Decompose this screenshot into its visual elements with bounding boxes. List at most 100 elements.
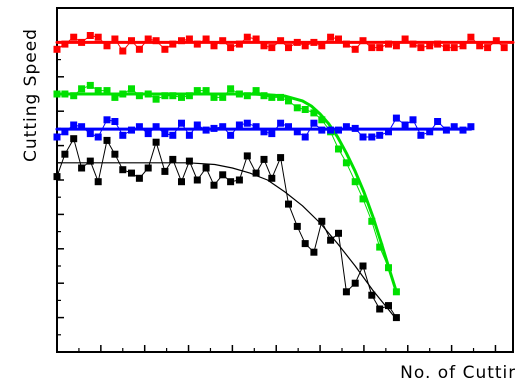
data-point-3 <box>169 155 177 163</box>
data-point-0 <box>144 35 152 43</box>
data-point-2 <box>310 119 318 127</box>
data-point-1 <box>185 92 193 100</box>
data-point-3 <box>252 169 260 177</box>
data-point-0 <box>285 44 292 52</box>
data-point-1 <box>243 92 251 100</box>
data-point-3 <box>342 288 350 296</box>
data-point-0 <box>135 45 143 53</box>
data-point-2 <box>70 121 78 129</box>
data-point-2 <box>169 131 177 139</box>
data-point-1 <box>135 92 143 100</box>
data-point-0 <box>492 37 500 45</box>
data-point-0 <box>442 44 450 52</box>
data-point-0 <box>119 47 127 55</box>
data-point-1 <box>342 159 350 167</box>
data-point-3 <box>260 155 268 163</box>
data-point-3 <box>53 173 61 181</box>
data-point-2 <box>385 128 392 136</box>
data-point-0 <box>351 45 359 53</box>
plot-frame <box>56 7 514 353</box>
data-point-0 <box>61 40 69 48</box>
data-point-1 <box>119 90 127 98</box>
data-point-1 <box>78 85 86 93</box>
data-point-1 <box>252 87 260 95</box>
data-point-0 <box>243 33 251 41</box>
data-point-1 <box>169 92 177 100</box>
data-point-0 <box>260 42 268 50</box>
data-point-3 <box>178 178 185 186</box>
data-point-0 <box>417 44 425 52</box>
data-point-1 <box>227 85 235 93</box>
data-point-1 <box>268 93 276 101</box>
data-point-1 <box>318 116 326 124</box>
data-point-0 <box>500 44 508 52</box>
data-point-0 <box>53 45 61 53</box>
data-point-2 <box>459 126 467 134</box>
data-point-2 <box>94 133 102 141</box>
data-point-2 <box>111 118 119 125</box>
chart-axes <box>56 7 514 353</box>
fit-curve-3 <box>56 162 397 320</box>
data-point-3 <box>392 314 400 322</box>
data-point-2 <box>327 126 335 134</box>
data-point-0 <box>70 33 78 41</box>
data-point-0 <box>185 35 193 43</box>
data-point-0 <box>252 35 260 43</box>
data-point-2 <box>277 119 285 127</box>
data-point-2 <box>376 131 384 139</box>
data-point-1 <box>235 90 243 98</box>
data-point-2 <box>128 126 135 134</box>
data-point-2 <box>135 123 143 131</box>
data-point-3 <box>193 176 201 184</box>
data-point-3 <box>144 164 152 172</box>
data-point-3 <box>301 240 309 248</box>
data-point-1 <box>359 195 367 203</box>
data-point-2 <box>335 126 342 134</box>
data-point-2 <box>252 123 260 131</box>
data-point-3 <box>86 157 94 165</box>
data-point-0 <box>128 37 135 45</box>
data-point-2 <box>318 126 326 134</box>
data-point-0 <box>227 44 235 52</box>
data-point-3 <box>161 167 169 175</box>
data-point-0 <box>219 37 227 45</box>
data-point-2 <box>359 133 367 141</box>
data-point-1 <box>193 87 201 95</box>
data-point-1 <box>94 87 102 95</box>
data-point-2 <box>268 130 276 138</box>
data-point-2 <box>467 123 475 131</box>
data-point-3 <box>235 176 243 184</box>
data-point-1 <box>219 93 227 101</box>
data-point-0 <box>368 44 376 52</box>
data-point-0 <box>359 37 367 45</box>
data-point-3 <box>94 178 102 186</box>
data-point-0 <box>335 35 342 43</box>
data-point-0 <box>161 45 169 53</box>
data-point-3 <box>327 236 335 244</box>
data-point-2 <box>351 124 359 132</box>
data-point-3 <box>128 169 135 177</box>
data-point-0 <box>459 42 467 50</box>
data-point-3 <box>78 164 86 172</box>
data-point-2 <box>417 131 425 139</box>
data-point-2 <box>301 133 309 141</box>
data-point-0 <box>476 42 484 50</box>
data-point-2 <box>368 133 376 141</box>
y-axis-label: Cutting Speed <box>21 28 41 162</box>
data-point-2 <box>450 123 458 131</box>
data-point-1 <box>385 264 392 272</box>
data-point-0 <box>193 40 201 48</box>
data-point-3 <box>135 174 143 182</box>
data-point-2 <box>426 128 434 136</box>
data-point-1 <box>260 92 268 100</box>
data-point-0 <box>450 44 458 52</box>
data-point-1 <box>178 93 185 101</box>
data-point-3 <box>268 174 276 182</box>
data-point-2 <box>285 123 292 131</box>
data-point-0 <box>235 40 243 48</box>
data-point-0 <box>327 33 335 41</box>
data-point-2 <box>193 121 201 129</box>
data-point-2 <box>161 130 169 138</box>
data-point-3 <box>359 262 367 270</box>
data-point-0 <box>78 38 86 46</box>
